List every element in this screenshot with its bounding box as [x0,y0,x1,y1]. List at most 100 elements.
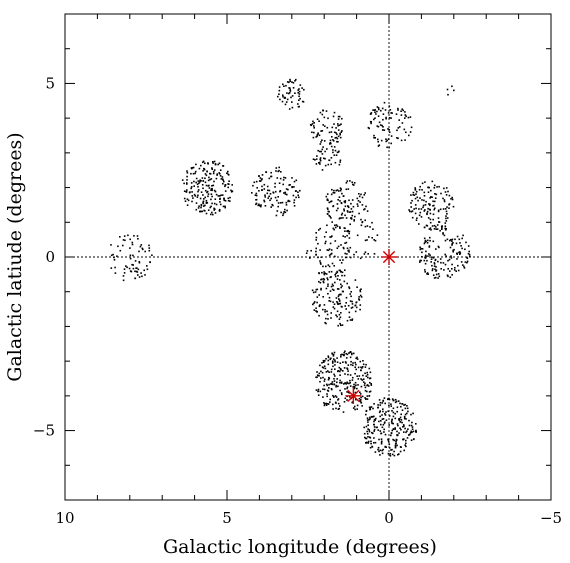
data-point [348,311,351,314]
data-point [418,188,421,191]
data-point [366,395,369,397]
data-point [327,292,329,295]
x-tick-label: −5 [540,509,562,527]
data-point [211,195,213,198]
data-point [196,196,199,198]
data-point [186,179,188,181]
data-point [333,380,336,382]
data-point [336,278,339,280]
data-point [351,210,354,213]
data-point [380,432,383,435]
data-point [390,432,393,435]
data-point [437,209,440,212]
data-point [368,429,370,431]
data-point [207,179,210,182]
data-point [338,407,340,410]
data-point [424,269,426,271]
data-point [397,109,399,111]
data-point [337,303,339,305]
data-point [255,180,258,183]
data-point [464,261,467,263]
data-point [346,247,349,250]
data-point [335,396,338,398]
data-point [327,249,330,252]
data-point [381,418,384,420]
data-point [219,169,222,171]
data-point [348,287,351,290]
tick-labels: 10 5 0 −550−5 [33,74,562,527]
data-point [381,414,383,416]
data-point [344,236,346,238]
data-point [360,385,363,388]
data-point [348,352,350,354]
data-point [345,256,348,259]
data-point [427,273,429,275]
data-point [442,197,444,200]
data-point [315,136,317,138]
data-point [323,380,326,382]
data-point [337,399,339,401]
data-point [330,383,332,385]
data-point [321,362,323,364]
data-point [369,371,372,374]
data-point [373,253,376,255]
data-point [330,371,333,373]
data-point [299,97,301,100]
data-point [429,212,432,215]
data-point [346,381,348,384]
data-point [406,407,409,410]
data-point [385,446,387,448]
data-point [412,194,414,196]
data-point [337,245,340,248]
data-point [324,150,326,153]
data-point [266,185,269,188]
data-point [420,208,423,210]
data-point [295,179,298,182]
data-point [333,131,336,134]
data-point [422,206,424,209]
data-point [212,172,215,175]
data-point [443,200,446,203]
data-point [456,258,458,260]
data-point [450,257,453,259]
data-point [134,270,136,273]
data-point [192,172,195,175]
data-point [196,183,199,185]
data-point [365,437,368,440]
axis-ticks [64,13,552,501]
data-point [348,316,351,318]
data-point [129,257,132,260]
data-point [217,195,220,197]
data-point [373,428,376,431]
data-point [359,393,362,395]
data-point [339,389,341,392]
data-point [336,151,339,154]
data-point [313,125,315,127]
data-point [215,203,218,206]
data-point [138,261,141,263]
data-point [282,214,284,217]
data-point [282,183,284,186]
data-point [336,302,339,304]
data-point [440,268,442,270]
data-point [350,218,353,220]
data-point [337,324,339,327]
data-point [387,440,390,443]
data-point [203,205,205,207]
data-point [312,303,314,306]
data-point [443,199,446,201]
data-point [370,440,372,443]
data-point [431,268,434,270]
data-point [286,81,289,83]
data-point [203,167,205,170]
data-point [122,279,125,282]
data-point [426,259,428,262]
data-point [425,255,427,258]
data-point [419,211,422,214]
data-point [433,187,436,189]
data-point [384,414,387,416]
data-point [132,254,134,257]
data-point [334,368,336,370]
data-point [392,428,395,430]
data-point [344,397,347,400]
